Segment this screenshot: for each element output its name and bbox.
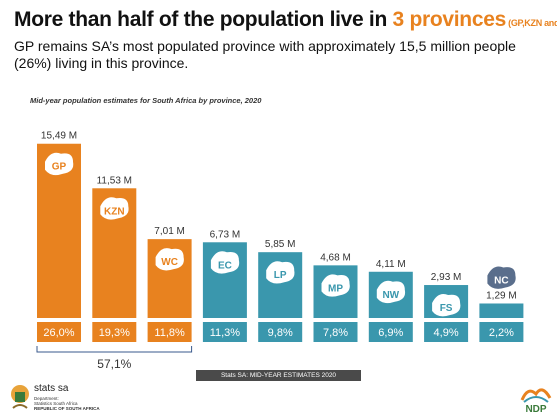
percent-label: 2,2% [489,327,514,339]
province-shape-icon [155,248,184,271]
province-shape-icon [432,294,461,317]
title-prefix: More than half of the population live in [14,8,393,31]
value-label: 15,49 M [41,131,77,142]
department-text: Department: Statistics South Africa REPU… [34,396,100,411]
value-label: 7,01 M [154,226,185,237]
source-strip: Stats SA: MID-YEAR ESTIMATES 2020 [196,370,361,381]
dept-line-3: REPUBLIC OF SOUTH AFRICA [34,406,100,411]
percent-box [368,322,413,342]
category-label: EC [218,260,232,271]
percent-label: 11,3% [210,327,241,339]
ndp-logo-text: NDP [525,404,546,415]
category-label: MP [328,283,343,294]
title-suffix: (GP,KZN and WC) [508,18,557,28]
percent-box [202,322,247,342]
percent-label: 26,0% [43,327,74,339]
coat-of-arms-icon [11,385,29,409]
percent-box [313,322,358,342]
percent-box [424,322,469,342]
percent-label: 11,8% [154,327,185,339]
value-label: 11,53 M [97,175,132,186]
category-label: GP [52,162,67,173]
dept-line-1: Department: [34,396,59,401]
value-label: 1,29 M [486,290,517,301]
province-shape-icon [100,197,129,220]
percent-box [147,322,192,342]
percent-label: 19,3% [99,327,130,339]
province-shape-icon [45,152,74,176]
value-label: 2,93 M [431,272,462,283]
bar-nc [479,303,524,318]
category-label: WC [161,257,178,268]
page-subtitle: GP remains SA’s most populated province … [14,38,516,71]
province-shape-icon [376,280,406,304]
dept-line-2: Statistics South Africa [34,401,78,406]
chart-title: Mid-year population estimates for South … [30,96,262,105]
category-label: NW [382,290,399,301]
percent-label: 9,8% [268,327,293,339]
percent-label: 6,9% [378,327,403,339]
percent-label: 7,8% [323,327,348,339]
province-shape-icon [266,261,295,284]
value-label: 4,11 M [376,259,406,270]
percent-box [37,322,81,342]
page-title: More than half of the population live in… [14,8,557,32]
province-shape-icon [210,251,240,274]
category-label: FS [440,303,453,314]
value-label: 5,85 M [265,239,296,250]
percent-box [479,322,524,342]
province-shape-icon [321,274,350,297]
ndp-logo: NDP [520,388,552,415]
value-label: 6,73 M [210,229,241,240]
percent-box [258,322,303,342]
group-bracket [36,346,193,353]
category-label: KZN [104,206,125,217]
province-shape-icon [487,266,516,289]
org-name: stats sa [34,383,69,394]
percent-label: 4,9% [434,327,459,339]
category-label: LP [274,270,287,281]
percent-box [92,322,137,342]
value-label: 4,68 M [320,252,351,263]
category-label: NC [494,275,508,286]
group-total-label: 57,1% [97,357,131,371]
title-accent: 3 provinces [392,8,507,31]
